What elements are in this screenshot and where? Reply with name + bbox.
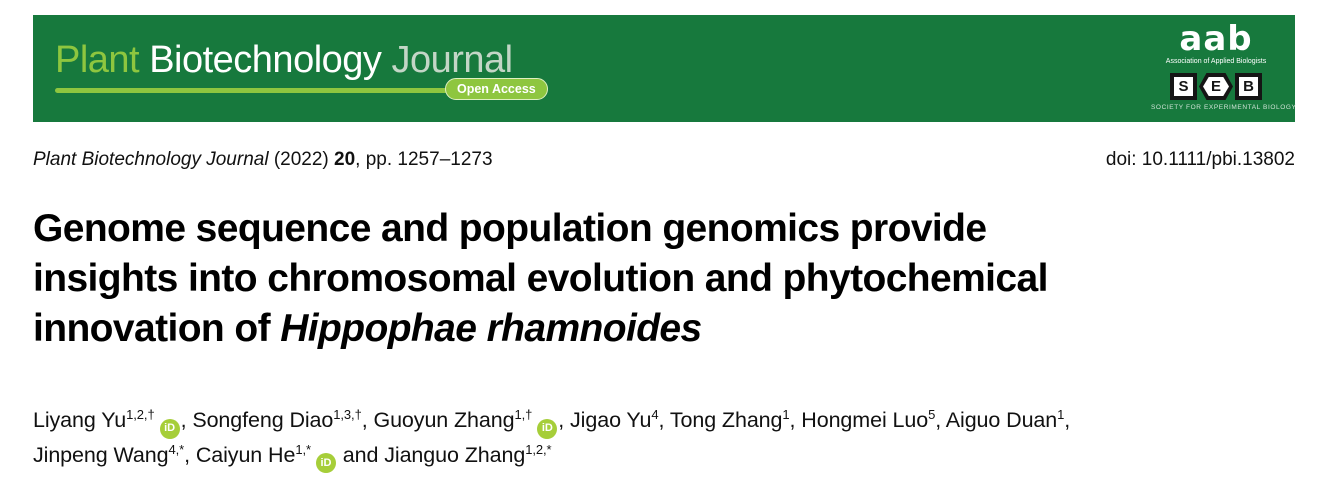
title-line3-prefix: innovation of	[33, 307, 281, 350]
article-title: Genome sequence and population genomics …	[33, 204, 1303, 354]
author: Hongmei Luo5	[801, 408, 935, 432]
author: Songfeng Diao1,3,†	[192, 408, 361, 432]
orcid-icon[interactable]: iD	[537, 418, 558, 439]
orcid-icon[interactable]: iD	[315, 453, 336, 473]
citation-journal: Plant Biotechnology Journal	[33, 149, 269, 170]
author-name: Guoyun Zhang	[373, 408, 515, 432]
author-affiliations: 1,2,*	[525, 441, 552, 457]
seb-logo-subtext: SOCIETY FOR EXPERIMENTAL BIOLOGY	[1151, 104, 1297, 111]
author-separator: ,	[1064, 408, 1071, 432]
author: Jinpeng Wang4,*	[33, 441, 185, 467]
society-logos: aab Association of Applied Biologists S …	[1151, 19, 1297, 112]
author-affiliations: 5	[928, 406, 936, 422]
author-separator: ,	[935, 408, 946, 432]
seb-letter-b: B	[1235, 73, 1262, 100]
author-affiliations: 1,3,†	[333, 406, 362, 422]
author-name: Aiguo Duan	[945, 408, 1058, 432]
author-name: Songfeng Diao	[192, 408, 334, 432]
citation-volume: 20	[334, 149, 356, 170]
seb-logo: S E B	[1151, 73, 1281, 100]
aab-logo-subtext: Association of Applied Biologists	[1165, 58, 1267, 65]
author-separator: ,	[184, 442, 196, 467]
journal-name: Plant Biotechnology Journal	[55, 39, 513, 82]
author-affiliations: 1,†	[514, 406, 533, 422]
aab-logo: aab	[1179, 19, 1253, 59]
author-separator: ,	[558, 408, 571, 432]
seb-letter-e-glyph: E	[1210, 78, 1221, 95]
author: Caiyun He1,*	[195, 441, 311, 467]
author-separator: ,	[361, 408, 374, 432]
journal-name-biotechnology: Biotechnology	[149, 39, 382, 81]
journal-name-journal: Journal	[391, 39, 513, 81]
title-species-name: Hippophae rhamnoides	[280, 307, 702, 350]
author-affiliations: 4,*	[168, 441, 185, 457]
author: Guoyun Zhang1,†	[373, 408, 532, 432]
orcid-icon[interactable]: iD	[159, 418, 180, 439]
author-separator: ,	[658, 408, 670, 432]
author-name: Jinpeng Wang	[33, 442, 169, 467]
author: Jianguo Zhang1,2,*	[384, 441, 552, 467]
author: Tong Zhang1	[670, 408, 790, 432]
journal-banner: Plant Biotechnology Journal Open Access …	[33, 15, 1297, 122]
author: Jigao Yu4	[570, 406, 659, 432]
author-name: Liyang Yu	[33, 408, 127, 432]
author-list: Liyang Yu1,2,†iD, Songfeng Diao1,3,†, Gu…	[33, 404, 1303, 473]
journal-name-plant: Plant	[55, 39, 140, 81]
citation-pages: , pp. 1257–1273	[355, 149, 493, 170]
author-separator: ,	[180, 408, 193, 432]
author-affiliations: 1,2,†	[126, 406, 155, 422]
author-affiliations: 1	[1057, 406, 1065, 422]
author-affiliations: 1	[782, 406, 790, 422]
title-line1: Genome sequence and population genomics …	[33, 207, 987, 250]
meta-row: Plant Biotechnology Journal (2022) 20, p…	[33, 149, 1295, 171]
author-name: Hongmei Luo	[801, 408, 929, 432]
open-access-badge: Open Access	[445, 78, 548, 100]
seb-letter-e: E	[1199, 73, 1233, 100]
citation: Plant Biotechnology Journal (2022) 20, p…	[33, 149, 493, 171]
seb-letter-s: S	[1170, 73, 1197, 100]
citation-year: (2022)	[268, 149, 335, 170]
author-separator: ,	[789, 408, 802, 432]
author-name: Caiyun He	[195, 442, 296, 467]
author: Liyang Yu1,2,†	[33, 408, 155, 432]
doi: doi: 10.1111/pbi.13802	[1105, 149, 1295, 170]
author-name: Jianguo Zhang	[384, 442, 526, 467]
banner-underline-rule	[55, 88, 457, 93]
author-affiliations: 1,*	[295, 441, 311, 457]
author-name: Tong Zhang	[669, 408, 783, 432]
author-separator: and	[336, 442, 385, 467]
title-line2: insights into chromosomal evolution and …	[33, 257, 1048, 300]
author-affiliations: 4	[651, 406, 659, 422]
author-name: Jigao Yu	[570, 408, 652, 432]
author: Aiguo Duan1	[946, 408, 1065, 432]
